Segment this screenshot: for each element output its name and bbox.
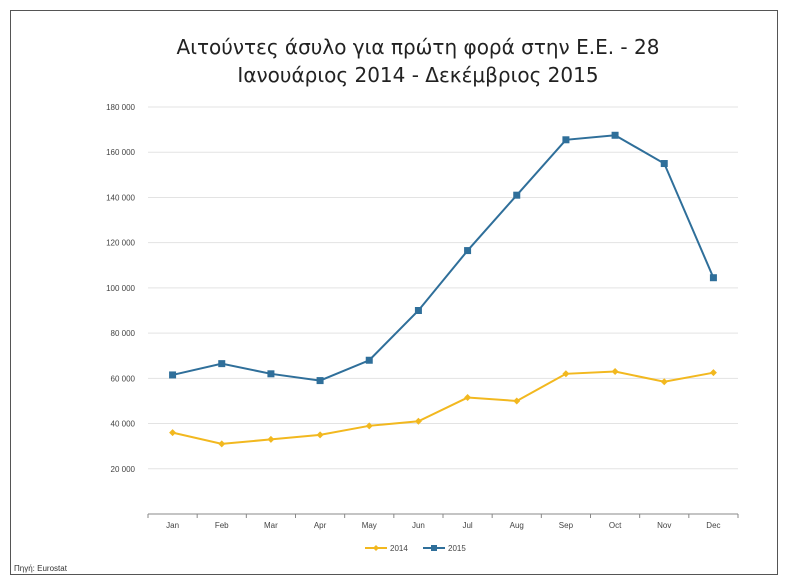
data-point: [513, 191, 521, 199]
legend-entry-2014: 2014: [365, 544, 408, 553]
x-tick-label: Jul: [462, 521, 472, 530]
series-layer: [169, 131, 717, 448]
data-point: [611, 131, 619, 139]
x-tick-label: Feb: [215, 521, 229, 530]
legend-label: 2015: [448, 544, 466, 553]
data-point: [709, 274, 717, 282]
x-tick-label: May: [362, 521, 377, 530]
data-point: [464, 394, 472, 402]
series-2015: [169, 131, 717, 385]
y-tick-label: 20 000: [111, 465, 136, 474]
data-point: [365, 422, 373, 430]
y-tick-label: 60 000: [111, 374, 136, 383]
data-point: [267, 435, 275, 443]
data-point: [169, 429, 177, 437]
x-tick-label: Oct: [609, 521, 622, 530]
legend: 2014 2015: [365, 544, 466, 553]
chart-title-line-1: Αιτούντες άσυλο για πρώτη φορά στην Ε.Ε.…: [177, 35, 660, 59]
y-tick-label: 120 000: [106, 239, 135, 248]
data-point: [660, 378, 668, 386]
data-point: [316, 377, 324, 385]
x-tick-label: Jan: [166, 521, 179, 530]
data-point: [562, 370, 570, 378]
y-tick-label: 100 000: [106, 284, 135, 293]
y-tick-label: 180 000: [106, 103, 135, 112]
legend-marker: [373, 545, 379, 551]
chart-title-line-2: Ιανουάριος 2014 - Δεκέμβριος 2015: [237, 63, 598, 87]
series-line: [172, 370, 714, 445]
data-point: [562, 136, 570, 144]
x-axis-ticks: Jan Feb Mar Apr May Jun Jul Aug Sep Oct Nov Dec: [147, 514, 739, 530]
x-tick-label: Sep: [559, 521, 574, 530]
series-2014: [169, 368, 717, 448]
data-point: [709, 369, 717, 377]
data-point: [513, 397, 521, 405]
series-line: [172, 134, 715, 382]
data-point: [414, 417, 422, 425]
y-tick-label: 140 000: [106, 193, 135, 202]
data-point: [660, 160, 668, 168]
data-point: [414, 307, 422, 314]
x-tick-label: Dec: [706, 521, 720, 530]
y-tick-label: 80 000: [111, 329, 136, 338]
data-point: [365, 356, 373, 364]
data-point: [316, 431, 324, 439]
x-tick-label: Mar: [264, 521, 278, 530]
legend-marker: [431, 545, 437, 551]
y-tick-label: 40 000: [111, 420, 136, 429]
legend-entry-2015: 2015: [423, 544, 466, 553]
data-point: [611, 368, 619, 376]
y-tick-label: 160 000: [106, 148, 135, 157]
data-point: [169, 371, 177, 379]
x-tick-label: Nov: [657, 521, 671, 530]
data-point: [267, 370, 275, 378]
x-tick-label: Aug: [510, 521, 524, 530]
x-tick-label: Apr: [314, 521, 327, 530]
legend-label: 2014: [390, 544, 408, 553]
y-axis-ticks: 180 000 160 000 140 000 120 000 100 000 80 00…: [106, 103, 135, 474]
source-note: Πηγή: Eurostat: [14, 564, 67, 573]
data-point: [218, 360, 226, 368]
data-point: [464, 247, 472, 255]
grid: [148, 106, 738, 515]
chart-frame: [10, 10, 778, 575]
data-point: [218, 440, 226, 448]
x-tick-label: Jun: [412, 521, 425, 530]
